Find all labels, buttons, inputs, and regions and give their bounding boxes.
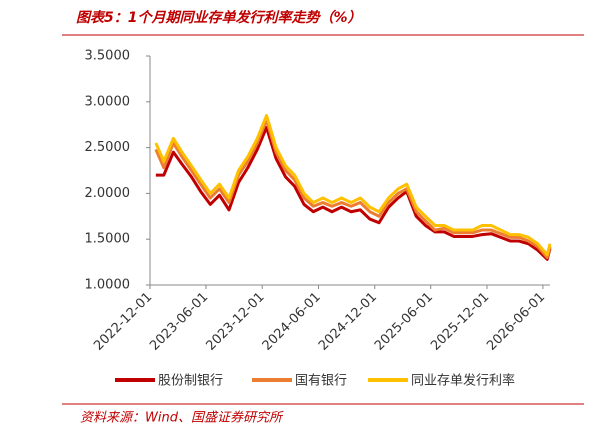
- y-tick-label: 1.5000: [85, 232, 131, 247]
- x-tick-label: 2024-12-01: [316, 290, 380, 354]
- x-tick-label: 2023-12-01: [203, 290, 267, 354]
- x-tick-label: 2026-06-01: [484, 290, 548, 354]
- series-line: [155, 125, 552, 261]
- legend-label: 股份制银行: [158, 374, 223, 389]
- y-tick-label: 2.0000: [85, 186, 131, 201]
- x-tick-label: 2023-06-01: [147, 290, 211, 354]
- x-tick-label: 2025-06-01: [372, 290, 436, 354]
- chart-title: 图表5：1个月期同业存单发行利率走势（%）: [76, 9, 362, 26]
- source: 资料来源：Wind、国盛证券研究所: [80, 410, 284, 426]
- series-line: [154, 118, 552, 260]
- legend-label: 国有银行: [295, 374, 347, 389]
- y-tick-label: 2.5000: [85, 140, 131, 155]
- series-line: [154, 114, 552, 257]
- y-tick-label: 3.5000: [85, 49, 131, 64]
- x-tick-label: 2025-12-01: [428, 290, 492, 354]
- legend-label: 同业存单发行利率: [411, 373, 515, 389]
- y-tick-label: 3.0000: [85, 94, 131, 109]
- y-tick-label: 1.0000: [85, 278, 131, 293]
- x-tick-label: 2022-12-01: [91, 290, 155, 354]
- x-tick-label: 2024-06-01: [260, 290, 324, 354]
